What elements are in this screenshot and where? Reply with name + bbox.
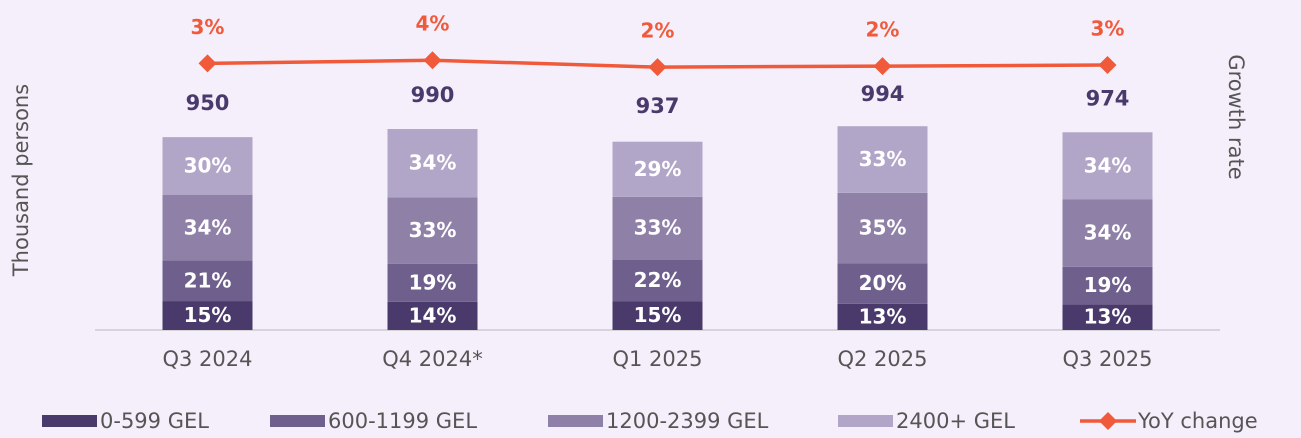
- legend-label: 1200-2399 GEL: [606, 409, 769, 433]
- bar-segment: [1062, 266, 1153, 305]
- segment-label: 33%: [859, 147, 907, 171]
- bar-segment: [837, 303, 928, 330]
- x-tick-label: Q3 2024: [162, 347, 252, 371]
- y2-axis-label: Growth rate: [1224, 54, 1248, 179]
- line-label: 3%: [191, 15, 225, 39]
- legend-label: 600-1199 GEL: [328, 409, 477, 433]
- line-marker: [873, 57, 892, 76]
- legend-label: YoY change: [1137, 409, 1258, 433]
- bar-segment: [162, 301, 253, 330]
- segment-label: 34%: [1084, 221, 1132, 245]
- line-label: 3%: [1091, 17, 1125, 41]
- segment-label: 15%: [184, 303, 232, 327]
- segment-label: 22%: [634, 268, 682, 292]
- segment-label: 19%: [1084, 273, 1132, 297]
- bar-segment: [837, 126, 928, 193]
- bar-segment: [837, 192, 928, 264]
- bar-segment: [837, 263, 928, 304]
- legend-swatch: [270, 415, 325, 427]
- segment-label: 34%: [409, 151, 457, 175]
- x-tick-label: Q4 2024*: [382, 347, 483, 371]
- line-marker: [423, 51, 442, 70]
- bar-segment: [162, 260, 253, 302]
- segment-label: 15%: [634, 303, 682, 327]
- segment-label: 19%: [409, 270, 457, 294]
- x-tick-label: Q2 2025: [837, 347, 927, 371]
- bar-segment: [387, 129, 478, 198]
- bar-segment: [612, 301, 703, 330]
- x-tick-label: Q1 2025: [612, 347, 702, 371]
- total-label: 974: [1086, 86, 1130, 110]
- segment-label: 29%: [634, 157, 682, 181]
- bar-segment: [162, 195, 253, 261]
- bar-segment: [162, 137, 253, 196]
- segment-label: 14%: [409, 303, 457, 327]
- line-marker: [648, 58, 667, 77]
- total-label: 994: [861, 82, 905, 106]
- line-label: 4%: [416, 12, 450, 36]
- bar-segment: [612, 196, 703, 260]
- line-marker: [198, 54, 217, 73]
- segment-label: 21%: [184, 268, 232, 292]
- segment-label: 13%: [1084, 305, 1132, 329]
- segment-label: 13%: [859, 304, 907, 328]
- segment-label: 34%: [184, 215, 232, 239]
- line-label: 2%: [641, 19, 675, 43]
- segment-label: 33%: [634, 216, 682, 240]
- bar-segment: [1062, 199, 1153, 267]
- total-label: 990: [411, 83, 455, 107]
- segment-label: 35%: [859, 216, 907, 240]
- bar-segment: [612, 259, 703, 302]
- legend-swatch: [838, 415, 893, 427]
- x-tick-label: Q3 2025: [1062, 347, 1152, 371]
- total-label: 950: [186, 91, 230, 115]
- line-marker: [1098, 56, 1117, 75]
- bar-segment: [1062, 132, 1153, 200]
- legend-swatch: [42, 415, 97, 427]
- bar-segment: [612, 141, 703, 197]
- line-label: 2%: [866, 18, 900, 42]
- legend-swatch: [548, 415, 603, 427]
- legend-label: 2400+ GEL: [896, 409, 1015, 433]
- bar-segment: [387, 301, 478, 330]
- segment-label: 34%: [1084, 153, 1132, 177]
- legend-marker: [1099, 412, 1117, 430]
- segment-label: 30%: [184, 154, 232, 178]
- bar-segment: [387, 197, 478, 264]
- bar-segment: [1062, 304, 1153, 330]
- total-label: 937: [636, 94, 680, 118]
- y-axis-label: Thousand persons: [9, 84, 33, 277]
- bar-segment: [387, 263, 478, 302]
- segment-label: 20%: [859, 271, 907, 295]
- segment-label: 33%: [409, 218, 457, 242]
- legend-label: 0-599 GEL: [100, 409, 209, 433]
